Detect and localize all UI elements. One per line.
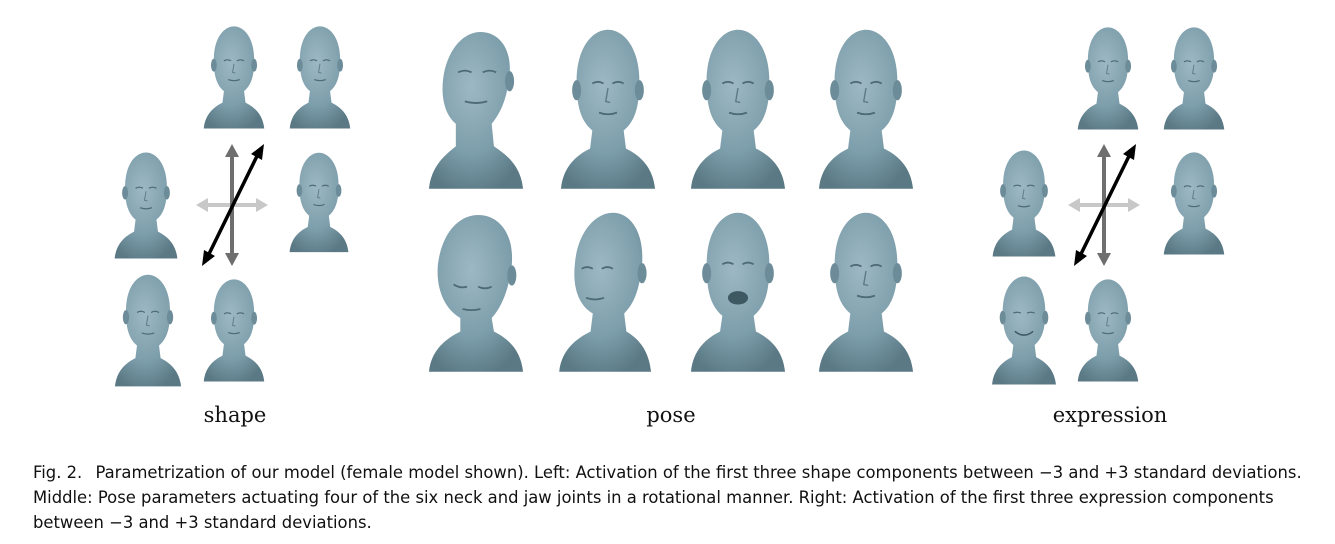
shape-head-top-left bbox=[198, 22, 270, 130]
shape-head-middle-left bbox=[108, 148, 184, 260]
pose-label: pose bbox=[646, 403, 696, 427]
caption-label: Fig. 2. bbox=[33, 463, 83, 482]
expression-arrow-diagonal bbox=[1078, 153, 1132, 257]
pose-head-1 bbox=[420, 22, 532, 192]
pose-head-8 bbox=[810, 205, 922, 375]
figure-caption: Fig. 2. Parametrization of our model (fe… bbox=[33, 460, 1313, 535]
pose-head-5 bbox=[420, 205, 532, 375]
pose-head-7 bbox=[682, 205, 794, 375]
expression-head-bottom-left bbox=[986, 270, 1062, 388]
expression-head-top-left bbox=[1072, 22, 1144, 132]
pose-head-6 bbox=[548, 205, 660, 375]
shape-head-bottom-left bbox=[108, 270, 188, 388]
pose-head-2 bbox=[552, 22, 664, 192]
expression-head-middle-left bbox=[986, 146, 1062, 258]
figure-panel: shape pose expression bbox=[108, 22, 1230, 427]
pose-head-4 bbox=[810, 22, 922, 192]
expression-label: expression bbox=[1052, 403, 1168, 427]
shape-arrow-diagonal bbox=[206, 153, 260, 257]
shape-head-middle-right bbox=[284, 145, 354, 257]
expression-head-top-right bbox=[1158, 22, 1230, 132]
caption-text: Parametrization of our model (female mod… bbox=[33, 463, 1302, 532]
shape-label: shape bbox=[203, 403, 267, 427]
expression-head-bottom-right bbox=[1072, 270, 1144, 388]
shape-axes-arrows bbox=[192, 140, 272, 270]
pose-head-3 bbox=[682, 22, 794, 192]
expression-head-middle-right bbox=[1158, 146, 1230, 258]
expression-axes-arrows bbox=[1064, 140, 1144, 270]
shape-head-bottom-right bbox=[198, 270, 270, 388]
shape-head-top-right bbox=[284, 22, 356, 130]
